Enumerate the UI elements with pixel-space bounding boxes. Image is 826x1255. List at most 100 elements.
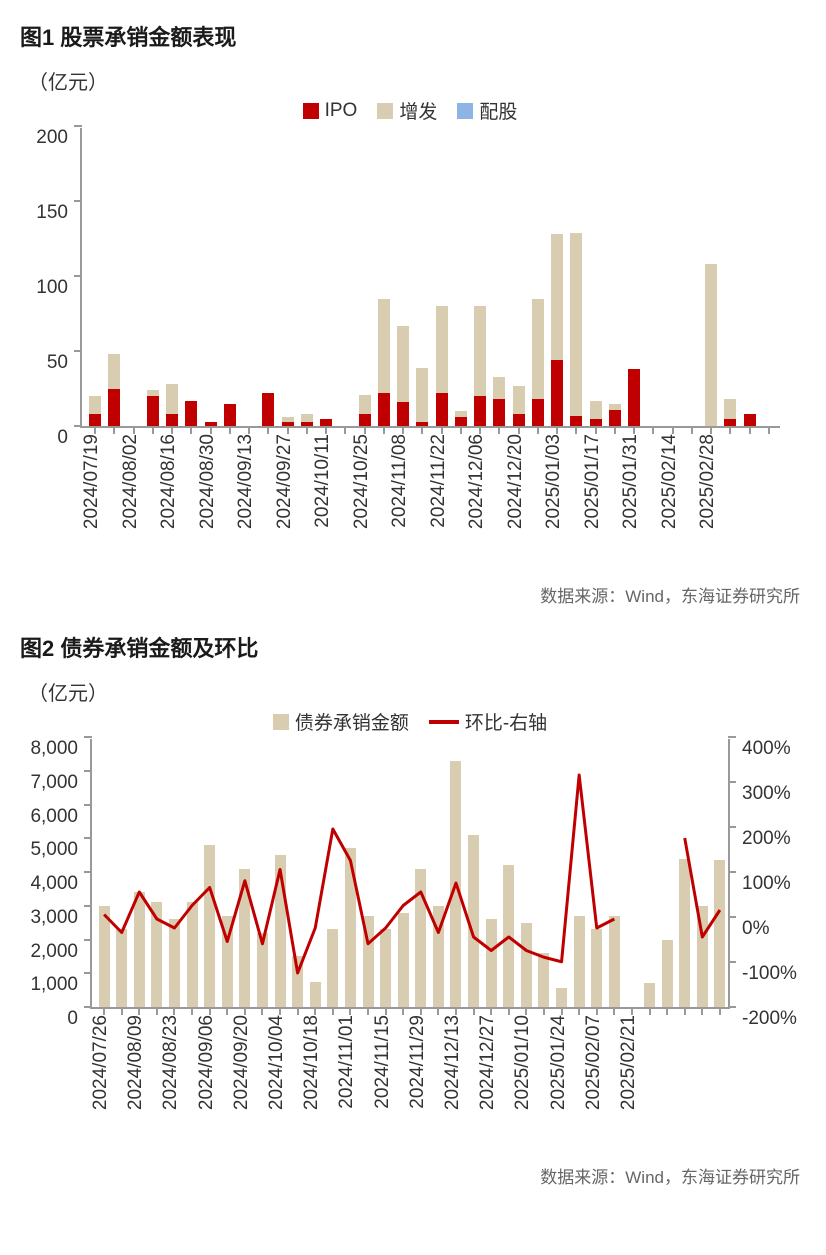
bar: [609, 126, 621, 426]
y-tick-label: 2,000: [30, 941, 78, 963]
fig2-legend: 债券承销金额环比-右轴: [20, 708, 800, 735]
bar: [397, 126, 409, 426]
x-tick-label: 2025/02/14: [659, 434, 681, 529]
y-tick-label: 150: [36, 202, 68, 224]
legend-swatch: [303, 103, 319, 119]
x-tick-label: 2024/09/06: [196, 1015, 218, 1110]
bar-segment: [551, 360, 563, 426]
bar-segment: [455, 411, 467, 417]
y-tick-label: 0: [67, 1008, 78, 1030]
y-tick-label: 8,000: [30, 738, 78, 760]
bar: [486, 919, 497, 1007]
bar: [345, 848, 356, 1007]
fig1-source: 数据来源：Wind，东海证券研究所: [20, 582, 800, 607]
bar: [151, 902, 162, 1007]
legend-label: 环比-右轴: [465, 708, 547, 735]
x-tick-label: 2024/11/08: [389, 434, 411, 528]
bar: [474, 126, 486, 426]
x-tick-label: 2024/11/22: [428, 434, 450, 528]
x-tick-label: 2024/10/25: [351, 434, 373, 529]
bar-segment: [513, 414, 525, 426]
bar-segment: [609, 410, 621, 427]
x-tick-label: 2024/07/26: [90, 1015, 112, 1110]
y-tick-label: -100%: [742, 963, 797, 985]
bar: [205, 126, 217, 426]
bar-segment: [416, 368, 428, 422]
x-tick-label: 2024/08/09: [125, 1015, 147, 1110]
bar-segment: [590, 401, 602, 419]
x-tick-label: 2025/02/28: [697, 434, 719, 529]
bar-segment: [724, 419, 736, 427]
legend-swatch: [377, 103, 393, 119]
bar-segment: [570, 416, 582, 427]
bar: [450, 761, 461, 1007]
bar: [744, 126, 756, 426]
fig2-title: 图2 债券承销金额及环比: [20, 631, 806, 663]
bar: [724, 126, 736, 426]
x-tick-label: 2024/10/11: [312, 434, 334, 528]
y-tick-label: 50: [47, 352, 68, 374]
fig2-x-axis: 2024/07/26 2024/08/09 2024/08/23 2024/09/06…: [90, 1015, 730, 1155]
x-tick-label: 2024/12/20: [505, 434, 527, 529]
bar-segment: [436, 306, 448, 393]
x-tick-label: 2024/12/13: [442, 1015, 464, 1110]
x-tick-label: 2024/10/18: [301, 1015, 323, 1110]
bar: [282, 126, 294, 426]
y-tick-label: 0%: [742, 918, 769, 940]
bar: [591, 929, 602, 1007]
bar-segment: [609, 404, 621, 410]
y-tick-label: 100%: [742, 873, 791, 895]
bar-segment: [724, 399, 736, 419]
fig1-x-axis: 2024/07/192024/08/022024/08/162024/08/30…: [80, 434, 780, 574]
bar-segment: [147, 396, 159, 426]
bar-segment: [551, 234, 563, 360]
bar-segment: [378, 299, 390, 394]
bar-segment: [590, 419, 602, 427]
x-tick-label: 2024/08/23: [160, 1015, 182, 1110]
bar: [521, 923, 532, 1007]
x-tick-label: 2024/09/20: [231, 1015, 253, 1110]
bar: [187, 902, 198, 1007]
y-tick-label: 200: [36, 127, 68, 149]
bar: [705, 126, 717, 426]
fig2-chart: （亿元） 债券承销金额环比-右轴 01,0002,0003,0004,0005,…: [20, 677, 800, 1155]
x-tick-label: 2024/12/06: [466, 434, 488, 529]
y-tick-label: 5,000: [30, 839, 78, 861]
bar: [697, 906, 708, 1007]
bar-segment: [570, 233, 582, 416]
bar: [380, 929, 391, 1007]
bar: [667, 126, 679, 426]
bar: [570, 126, 582, 426]
bar-segment: [320, 419, 332, 427]
bar: [108, 126, 120, 426]
bar: [301, 126, 313, 426]
bar-segment: [166, 384, 178, 414]
x-tick-label: 2024/10/04: [266, 1015, 288, 1110]
bar: [574, 916, 585, 1007]
bar: [310, 982, 321, 1007]
y-tick-label: 3,000: [30, 907, 78, 929]
x-tick-label: 2025/01/17: [582, 434, 604, 529]
bar: [128, 126, 140, 426]
bar: [556, 988, 567, 1007]
bar: [468, 835, 479, 1007]
bar: [292, 956, 303, 1007]
bar-segment: [474, 396, 486, 426]
bar: [257, 933, 268, 1007]
bar: [662, 940, 673, 1008]
fig1-unit: （亿元）: [28, 66, 800, 95]
bar-segment: [628, 369, 640, 426]
bar-segment: [474, 306, 486, 396]
bar-segment: [282, 417, 294, 422]
bar-segment: [378, 393, 390, 426]
y-tick-label: 100: [36, 277, 68, 299]
bar: [436, 126, 448, 426]
bar-segment: [262, 393, 274, 426]
bar: [169, 919, 180, 1007]
bar: [686, 126, 698, 426]
bar: [455, 126, 467, 426]
bar: [147, 126, 159, 426]
bar: [89, 126, 101, 426]
x-tick-label: 2025/01/31: [620, 434, 642, 529]
bar: [714, 860, 725, 1007]
